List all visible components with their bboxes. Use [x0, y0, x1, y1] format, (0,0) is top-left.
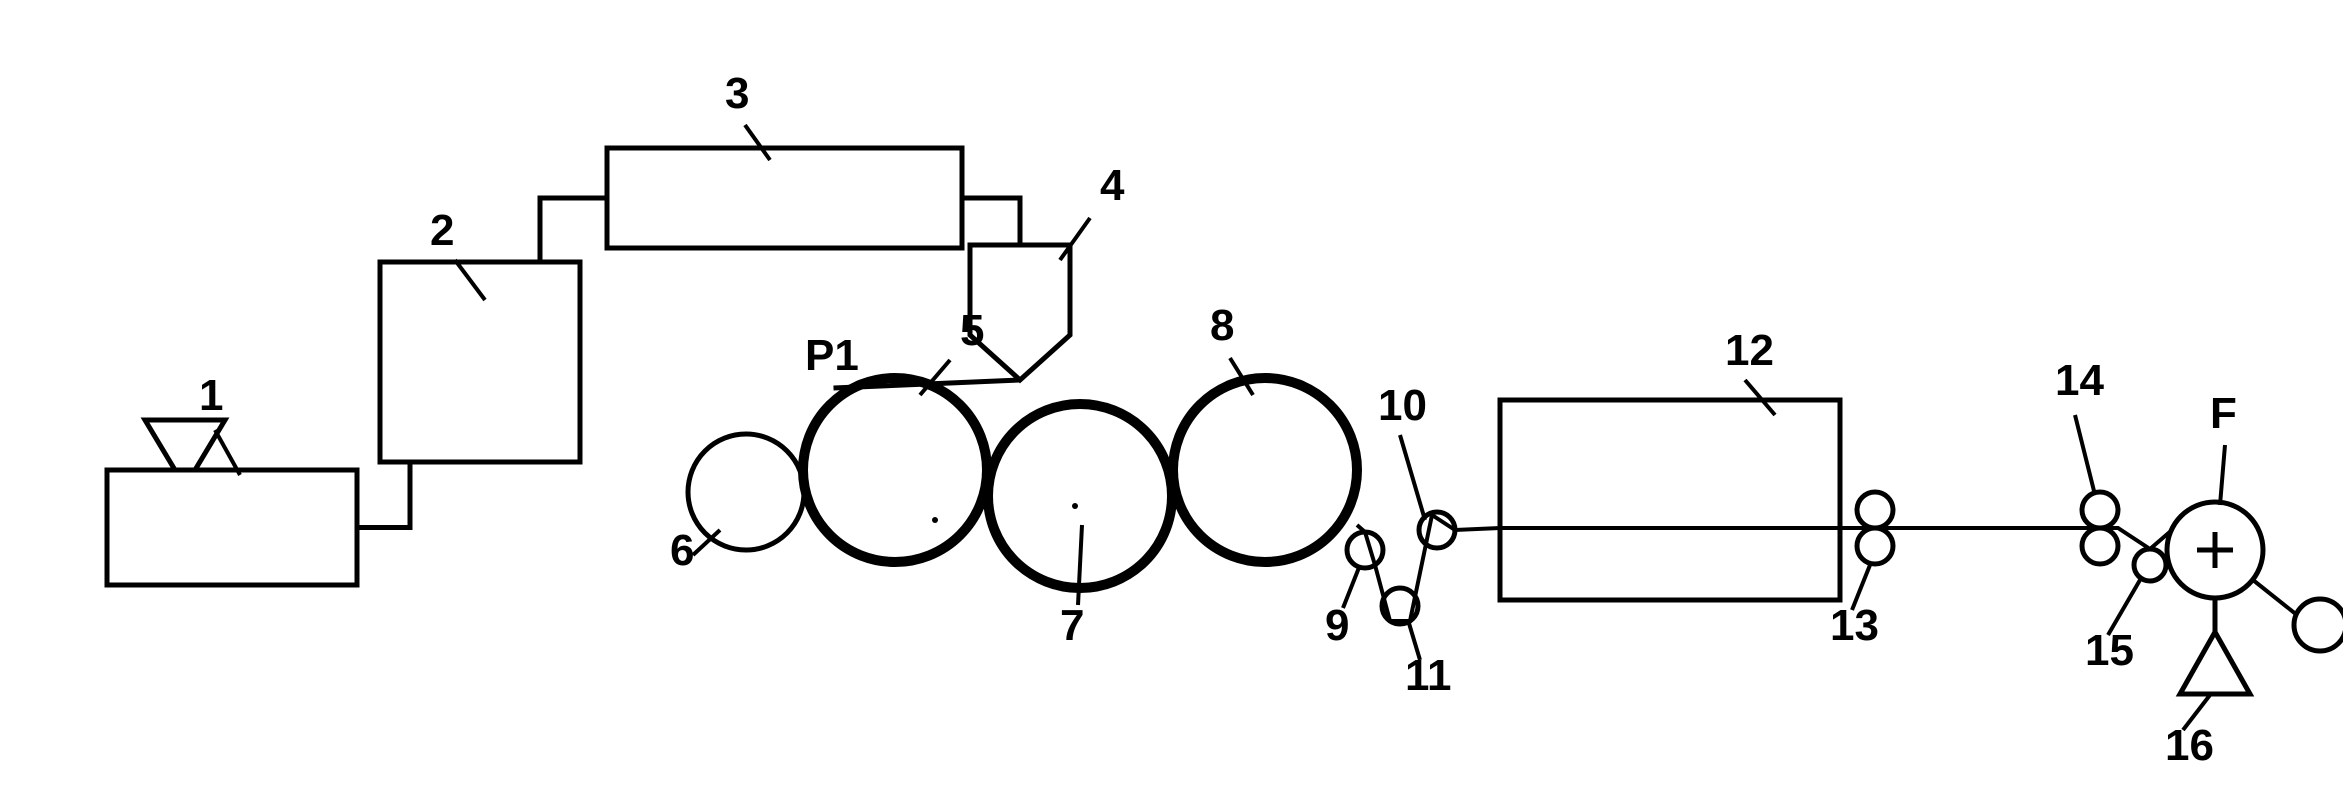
- label-n13: 13: [1830, 601, 1879, 650]
- label-n11: 11: [1405, 651, 1452, 700]
- hopper: [145, 420, 225, 470]
- end-roll: [2294, 599, 2343, 651]
- label-F: F: [2210, 389, 2237, 438]
- pipe-2-3: [540, 198, 607, 262]
- leader-n7: [1078, 525, 1082, 605]
- extruder-body: [107, 470, 357, 585]
- label-n12: 12: [1725, 326, 1774, 375]
- die-4: [970, 245, 1070, 380]
- leader-n3: [745, 125, 770, 160]
- label-n10: 10: [1378, 381, 1427, 430]
- leader-F: [2220, 445, 2225, 505]
- roller-r15: [2134, 549, 2166, 581]
- roller-r13a: [1857, 492, 1893, 528]
- dot: [932, 517, 938, 523]
- roller-r14b: [2082, 528, 2118, 564]
- support-16: [2180, 632, 2250, 694]
- oven-12: [1500, 400, 1840, 600]
- roll-6: [688, 434, 804, 550]
- label-n6: 6: [670, 526, 694, 575]
- pipe-3-4: [962, 198, 1020, 245]
- web-path-end: [2253, 580, 2297, 615]
- dot: [1072, 503, 1078, 509]
- label-n4: 4: [1100, 161, 1125, 210]
- label-n8: 8: [1210, 301, 1234, 350]
- label-n15: 15: [2085, 626, 2134, 675]
- label-n9: 9: [1325, 601, 1349, 650]
- label-n7: 7: [1060, 601, 1084, 650]
- label-n14: 14: [2055, 356, 2104, 405]
- label-n3: 3: [725, 69, 749, 118]
- leader-n4: [1060, 218, 1090, 260]
- unit-3: [607, 148, 962, 248]
- leader-n10: [1400, 435, 1425, 520]
- pipe-1-2: [357, 462, 410, 528]
- leader-n2: [455, 260, 485, 300]
- roll-8: [1173, 378, 1357, 562]
- roll-5: [803, 378, 987, 562]
- roller-r14a: [2082, 492, 2118, 528]
- label-P1: P1: [805, 331, 859, 380]
- roller-r13b: [1857, 528, 1893, 564]
- web-path: [1357, 515, 2172, 621]
- leader-n14: [2075, 415, 2095, 495]
- label-n2: 2: [430, 206, 454, 255]
- label-n1: 1: [199, 371, 223, 420]
- label-n5: 5: [960, 306, 984, 355]
- label-n16: 16: [2165, 721, 2214, 770]
